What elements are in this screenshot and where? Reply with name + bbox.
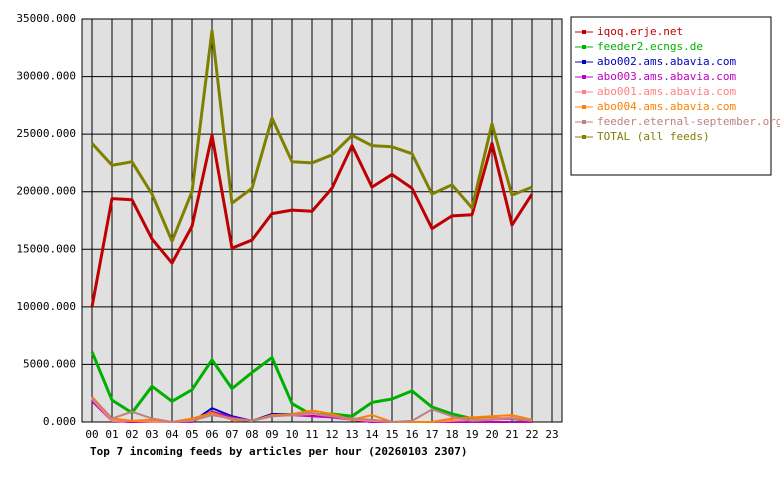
- x-tick-label: 20: [485, 428, 498, 441]
- legend-box: [570, 16, 772, 176]
- legend-marker: [582, 135, 586, 139]
- x-tick-label: 10: [285, 428, 298, 441]
- legend-label: TOTAL (all feeds): [597, 130, 710, 143]
- legend-marker: [582, 120, 586, 124]
- x-tick-label: 06: [205, 428, 218, 441]
- x-tick-label: 05: [185, 428, 198, 441]
- y-tick-label: 0.000: [43, 415, 76, 428]
- x-tick-label: 00: [85, 428, 98, 441]
- y-tick-label: 25000.000: [16, 127, 76, 140]
- legend-label: feeder.eternal-september.org: [597, 115, 780, 128]
- series-line: [90, 133, 534, 308]
- x-tick-label: 12: [325, 428, 338, 441]
- x-tick-label: 21: [505, 428, 518, 441]
- x-tick-label: 08: [245, 428, 258, 441]
- x-tick-label: 09: [265, 428, 278, 441]
- x-tick-label: 13: [345, 428, 358, 441]
- x-tick-label: 02: [125, 428, 138, 441]
- x-tick-label: 03: [145, 428, 158, 441]
- legend-label: abo002.ams.abavia.com: [597, 55, 736, 68]
- legend-label: abo004.ams.abavia.com: [597, 100, 736, 113]
- x-tick-label: 16: [405, 428, 418, 441]
- legend-marker: [582, 90, 586, 94]
- legend-marker: [582, 105, 586, 109]
- x-tick-label: 17: [425, 428, 438, 441]
- legend-marker: [582, 30, 586, 34]
- legend-label: iqoq.erje.net: [597, 25, 683, 38]
- series-line: [90, 29, 533, 243]
- legend-label: abo001.ams.abavia.com: [597, 85, 736, 98]
- series-line: [91, 397, 533, 423]
- x-tick-label: 14: [365, 428, 379, 441]
- chart-title: Top 7 incoming feeds by articles per hou…: [90, 445, 468, 458]
- legend-marker: [582, 75, 586, 79]
- y-tick-label: 30000.000: [16, 70, 76, 83]
- y-tick-label: 10000.000: [16, 300, 76, 313]
- legend-label: feeder2.ecngs.de: [597, 40, 703, 53]
- legend-marker: [582, 60, 586, 64]
- legend-marker: [582, 45, 586, 49]
- x-tick-label: 07: [225, 428, 238, 441]
- y-tick-label: 5000.000: [23, 357, 76, 370]
- y-tick-label: 15000.000: [16, 242, 76, 255]
- y-tick-label: 35000.000: [16, 12, 76, 25]
- x-tick-label: 18: [445, 428, 458, 441]
- x-tick-label: 04: [165, 428, 179, 441]
- y-tick-label: 20000.000: [16, 185, 76, 198]
- x-tick-label: 11: [305, 428, 318, 441]
- legend-label: abo003.ams.abavia.com: [597, 70, 736, 83]
- plot-area: [81, 18, 563, 423]
- x-tick-label: 22: [525, 428, 538, 441]
- x-tick-label: 23: [545, 428, 558, 441]
- x-tick-label: 19: [465, 428, 478, 441]
- x-tick-label: 15: [385, 428, 398, 441]
- x-tick-label: 01: [105, 428, 118, 441]
